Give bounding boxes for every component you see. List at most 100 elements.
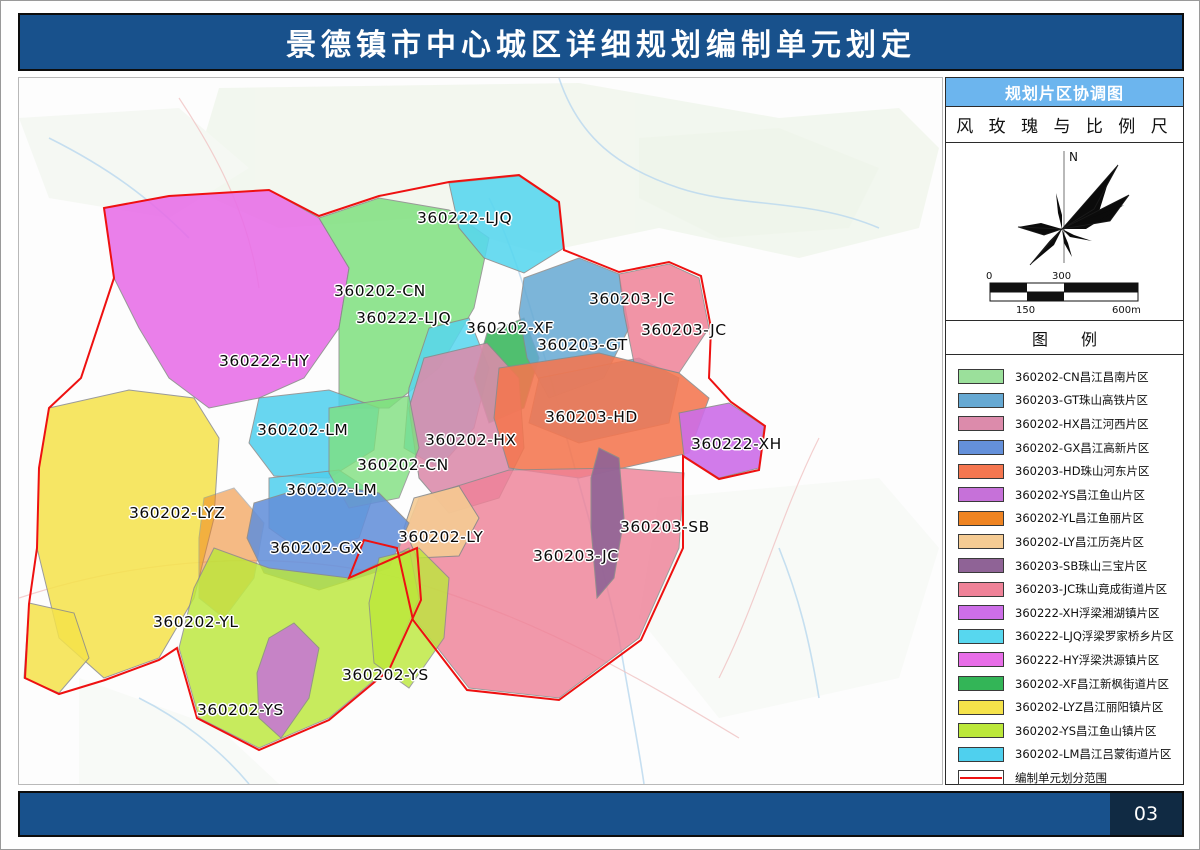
legend-label: 360222-HY浮梁洪源镇片区 xyxy=(1015,652,1160,667)
map-label-360202-ys: 360202-YS xyxy=(197,701,284,719)
map-label-360202-cn: 360202-CN xyxy=(334,282,426,300)
legend-row[interactable]: 360202-YS昌江鱼山镇片区 xyxy=(946,719,1183,743)
legend-swatch xyxy=(958,558,1004,574)
map-label-360222-xh: 360222-XH xyxy=(691,435,782,453)
legend-swatch xyxy=(958,770,1004,786)
legend-label: 360203-SB珠山三宝片区 xyxy=(1015,558,1148,573)
legend-row[interactable]: 360202-CN昌江昌南片区 xyxy=(946,365,1183,389)
legend-row[interactable]: 360222-HY浮梁洪源镇片区 xyxy=(946,648,1183,672)
legend-swatch xyxy=(958,605,1004,621)
legend-label: 360202-XF昌江新枫街道片区 xyxy=(1015,676,1169,691)
legend-label: 360202-HX昌江河西片区 xyxy=(1015,416,1149,431)
legend-label: 360203-JC珠山竟成街道片区 xyxy=(1015,582,1168,597)
map-label-360222-ljq: 360222-LJQ xyxy=(356,309,452,327)
planning-boundary-outline xyxy=(23,173,767,752)
legend-title: 图 例 xyxy=(945,321,1184,355)
legend-swatch xyxy=(958,723,1004,739)
page-number: 03 xyxy=(1133,803,1159,825)
legend-row[interactable]: 360202-YS昌江鱼山片区 xyxy=(946,483,1183,507)
north-label: N xyxy=(1069,150,1078,164)
map-label-360203-hd: 360203-HD xyxy=(545,408,638,426)
legend-swatch xyxy=(958,510,1004,526)
scale-tick-150: 150 xyxy=(1016,305,1035,316)
legend-panel: 规划片区协调图 风 玫 瑰 与 比 例 尺 N xyxy=(945,77,1184,786)
legend-row[interactable]: 360222-XH浮梁湘湖镇片区 xyxy=(946,601,1183,625)
legend-swatch xyxy=(958,463,1004,479)
scale-bar: 0 300 150 600m xyxy=(986,271,1141,316)
map-label-360202-xf: 360202-XF xyxy=(466,319,555,337)
wind-rose-and-scale: N xyxy=(945,143,1184,321)
legend-row[interactable]: 360203-GT珠山高铁片区 xyxy=(946,389,1183,413)
map-label-360202-hx: 360202-HX xyxy=(425,431,517,449)
legend-label: 360202-YS昌江鱼山镇片区 xyxy=(1015,723,1157,738)
legend-swatch xyxy=(958,628,1004,644)
legend-row[interactable]: 360203-JC珠山竟成街道片区 xyxy=(946,577,1183,601)
map-label-360202-lyz: 360202-LYZ xyxy=(129,504,226,522)
page-number-badge: 03 xyxy=(1110,793,1182,835)
legend-swatch xyxy=(958,392,1004,408)
map-label-360222-ljq: 360222-LJQ xyxy=(417,209,513,227)
legend-swatch xyxy=(958,369,1004,385)
legend-label: 360222-LJQ浮梁罗家桥乡片区 xyxy=(1015,629,1174,644)
map-label-360203-jc: 360203-JC xyxy=(589,290,675,308)
panel-header-label: 规划片区协调图 xyxy=(1004,84,1124,103)
scale-tick-600: 600m xyxy=(1112,305,1141,316)
map-label-360202-ly: 360202-LY xyxy=(398,528,484,546)
legend-row[interactable]: 360202-LY昌江历尧片区 xyxy=(946,530,1183,554)
legend-label: 360203-GT珠山高铁片区 xyxy=(1015,393,1148,408)
legend-label: 360202-LY昌江历尧片区 xyxy=(1015,534,1144,549)
legend-row[interactable]: 360222-LJQ浮梁罗家桥乡片区 xyxy=(946,625,1183,649)
scale-tick-300: 300 xyxy=(1052,271,1071,282)
scale-tick-0: 0 xyxy=(986,271,992,282)
legend-swatch xyxy=(958,746,1004,762)
wind-rose-icon: N xyxy=(986,150,1141,316)
map-label-360202-yl: 360202-YL xyxy=(153,613,239,631)
legend-swatch xyxy=(958,487,1004,503)
legend-items: 360202-CN昌江昌南片区 360203-GT珠山高铁片区 360202-HX昌… xyxy=(945,355,1184,786)
map-label-360203-jc: 360203-JC xyxy=(641,321,727,339)
legend-label: 360202-LM昌江吕蒙街道片区 xyxy=(1015,747,1172,762)
legend-label: 360222-XH浮梁湘湖镇片区 xyxy=(1015,605,1160,620)
legend-row[interactable]: 360202-LM昌江吕蒙街道片区 xyxy=(946,743,1183,767)
map-label-360202-cn: 360202-CN xyxy=(357,456,449,474)
legend-row[interactable]: 编制单元划分范围 xyxy=(946,766,1183,790)
page-title: 景德镇市中心城区详细规划编制单元划定 xyxy=(286,28,916,63)
legend-swatch xyxy=(958,652,1004,668)
wind-rose-title-label: 风 玫 瑰 与 比 例 尺 xyxy=(956,117,1173,137)
legend-row[interactable]: 360203-SB珠山三宝片区 xyxy=(946,554,1183,578)
legend-label: 360202-YS昌江鱼山片区 xyxy=(1015,487,1146,502)
legend-row[interactable]: 360202-XF昌江新枫街道片区 xyxy=(946,672,1183,696)
legend-title-label: 图 例 xyxy=(1031,329,1112,349)
panel-header: 规划片区协调图 xyxy=(945,77,1184,107)
map-label-360202-gx: 360202-GX xyxy=(270,539,363,557)
map-label-360203-jc: 360203-JC xyxy=(533,547,619,565)
legend-row[interactable]: 360202-GX昌江高新片区 xyxy=(946,436,1183,460)
legend-row[interactable]: 360202-YL昌江鱼丽片区 xyxy=(946,507,1183,531)
zone-polygons[interactable] xyxy=(23,175,765,749)
map-label-360202-lm: 360202-LM xyxy=(257,421,349,439)
legend-swatch xyxy=(958,699,1004,715)
map-graphic xyxy=(19,78,942,784)
legend-label: 360202-CN昌江昌南片区 xyxy=(1015,369,1149,384)
legend-swatch xyxy=(958,581,1004,597)
legend-label: 360202-GX昌江高新片区 xyxy=(1015,440,1150,455)
legend-label: 360203-HD珠山河东片区 xyxy=(1015,464,1150,479)
legend-row[interactable]: 360202-HX昌江河西片区 xyxy=(946,412,1183,436)
map-label-360203-sb: 360203-SB xyxy=(620,518,710,536)
map-canvas[interactable]: 360222-LJQ 360202-CN 360222-LJQ 360202-XF 36… xyxy=(18,77,943,785)
map-label-360202-ys: 360202-YS xyxy=(342,666,429,684)
legend-swatch xyxy=(958,440,1004,456)
poster-title-bar: 景德镇市中心城区详细规划编制单元划定 xyxy=(18,13,1184,71)
legend-swatch xyxy=(958,416,1004,432)
legend-label: 360202-LYZ昌江丽阳镇片区 xyxy=(1015,700,1164,715)
legend-label: 360202-YL昌江鱼丽片区 xyxy=(1015,511,1145,526)
map-label-360203-gt: 360203-GT xyxy=(537,336,628,354)
legend-swatch xyxy=(958,676,1004,692)
legend-label: 编制单元划分范围 xyxy=(1015,770,1107,785)
legend-row[interactable]: 360202-LYZ昌江丽阳镇片区 xyxy=(946,695,1183,719)
wind-rose-title: 风 玫 瑰 与 比 例 尺 xyxy=(945,107,1184,143)
legend-swatch xyxy=(958,534,1004,550)
legend-row[interactable]: 360203-HD珠山河东片区 xyxy=(946,459,1183,483)
map-label-360222-hy: 360222-HY xyxy=(219,352,310,370)
